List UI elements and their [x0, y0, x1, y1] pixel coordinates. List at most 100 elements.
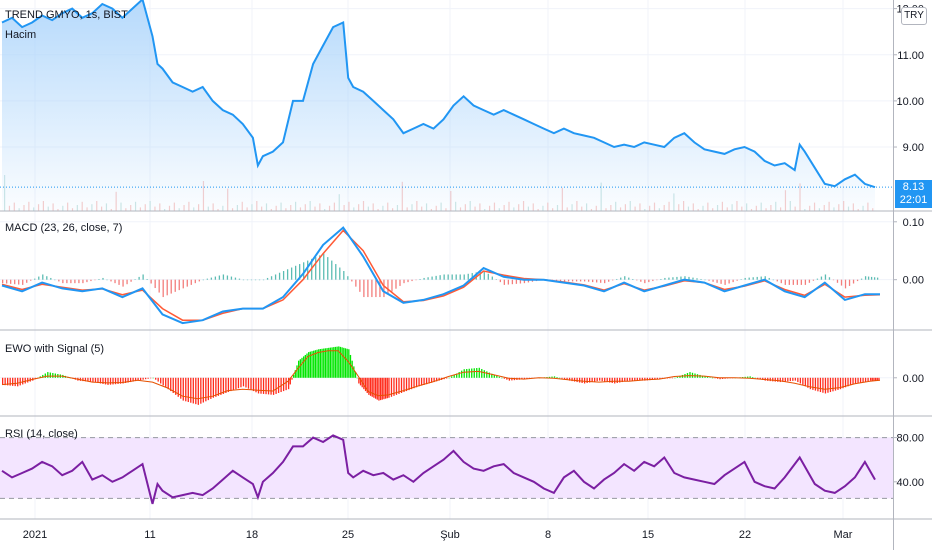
ewo-bar: [177, 377, 179, 397]
ewo-bar: [230, 377, 232, 392]
last-price-value: 8.13: [902, 181, 925, 193]
macd-histogram-bar: [78, 279, 80, 284]
ewo-bar: [476, 368, 478, 378]
ewo-bar: [217, 377, 220, 396]
date-tick-label: 15: [642, 529, 654, 541]
ewo-bar: [368, 377, 370, 395]
macd-histogram-bar: [86, 279, 88, 283]
macd-histogram-bar: [867, 276, 870, 280]
macd-histogram-bar: [620, 277, 622, 280]
ewo-tick-label: 0.00: [903, 373, 924, 385]
ewo-bar: [270, 377, 272, 395]
macd-histogram-bar: [692, 277, 694, 280]
ewo-bar: [267, 377, 270, 395]
ewo-bar: [119, 377, 122, 384]
macd-histogram-bar: [873, 277, 876, 280]
ewo-bar: [486, 371, 488, 378]
ewo-bar: [779, 377, 781, 383]
macd-histogram-bar: [852, 279, 855, 284]
ewo-bar: [304, 354, 306, 378]
ewo-bar: [744, 376, 746, 378]
ewo-bar: [558, 377, 561, 379]
macd-histogram-bar: [102, 277, 104, 280]
ewo-bar: [220, 377, 222, 395]
ewo-label[interactable]: EWO with Signal (5): [5, 343, 105, 355]
ewo-bar: [242, 377, 245, 387]
rsi-label[interactable]: RSI (14, close): [5, 428, 78, 440]
ewo-bar: [381, 377, 383, 400]
macd-histogram-bar: [563, 279, 566, 282]
ewo-bar: [207, 377, 209, 401]
ewo-bar: [616, 377, 618, 384]
ewo-bar: [772, 377, 774, 382]
macd-histogram-bar: [455, 274, 457, 280]
macd-histogram-bar: [327, 257, 329, 280]
ewo-bar: [87, 377, 89, 382]
macd-histogram-bar: [700, 278, 702, 280]
ewo-bar: [182, 377, 184, 401]
ewo-bar: [47, 372, 49, 378]
symbol-label[interactable]: TREND GMYO, 1s, BIST: [5, 9, 128, 21]
macd-histogram-bar: [343, 271, 345, 280]
macd-label[interactable]: MACD (23, 26, close, 7): [5, 222, 123, 234]
ewo-bar: [287, 377, 290, 390]
volume-label[interactable]: Hacim: [5, 29, 37, 41]
macd-histogram-bar: [507, 279, 510, 285]
macd-histogram-bar: [154, 279, 156, 289]
ewo-bar: [873, 377, 875, 381]
macd-histogram-bar: [194, 279, 196, 284]
macd-histogram-bar: [331, 260, 333, 280]
ewo-bar: [614, 377, 616, 384]
date-tick-label: 8: [545, 529, 551, 541]
macd-histogram-bar: [431, 276, 433, 280]
ewo-bar: [99, 377, 102, 384]
ewo-bar: [225, 377, 227, 393]
ewo-bar: [157, 377, 159, 382]
ewo-bar: [704, 376, 706, 378]
ewo-bar: [784, 377, 786, 382]
ewo-bar: [237, 377, 240, 389]
macd-line: [1, 226, 880, 325]
ewo-bar: [124, 377, 127, 384]
macd-histogram-bar: [270, 276, 273, 280]
currency-badge[interactable]: TRY: [901, 7, 927, 25]
macd-histogram-bar: [479, 271, 481, 280]
ewo-bar: [187, 377, 189, 403]
macd-histogram-bar: [250, 279, 253, 281]
macd-histogram-bar: [198, 279, 200, 282]
ewo-bar: [395, 377, 398, 395]
ewo-bar: [117, 377, 119, 384]
ewo-bar: [834, 377, 837, 391]
price-pane: [0, 0, 893, 211]
ewo-bar: [109, 377, 112, 385]
macd-histogram-bar: [242, 279, 245, 281]
ewo-bar: [799, 377, 802, 384]
macd-histogram-bar: [760, 276, 762, 280]
rsi-band: [0, 437, 893, 499]
ewo-bar: [621, 377, 623, 383]
ewo-bar: [309, 351, 312, 378]
ewo-bar: [314, 350, 317, 378]
macd-histogram-bar: [447, 274, 449, 280]
ewo-bar: [150, 377, 152, 379]
macd-histogram-bar: [254, 279, 257, 281]
ewo-bar: [338, 346, 340, 378]
ewo-bar: [386, 377, 388, 399]
ewo-bar: [94, 377, 97, 383]
macd-histogram-bar: [170, 279, 172, 294]
ewo-bar: [852, 377, 854, 385]
macd-signal-line: [1, 229, 881, 321]
ewo-bar: [448, 377, 450, 379]
ewo-bar: [403, 377, 405, 393]
ewo-bar: [393, 377, 395, 396]
macd-histogram-bar: [14, 279, 16, 285]
macd-histogram-bar: [278, 272, 281, 280]
macd-histogram-bar: [6, 279, 8, 284]
macd-histogram-bar: [46, 276, 48, 280]
ewo-bar: [165, 377, 167, 388]
ewo-bar: [523, 377, 526, 380]
date-tick-label: Şub: [440, 529, 460, 541]
macd-histogram-bar: [511, 279, 514, 285]
